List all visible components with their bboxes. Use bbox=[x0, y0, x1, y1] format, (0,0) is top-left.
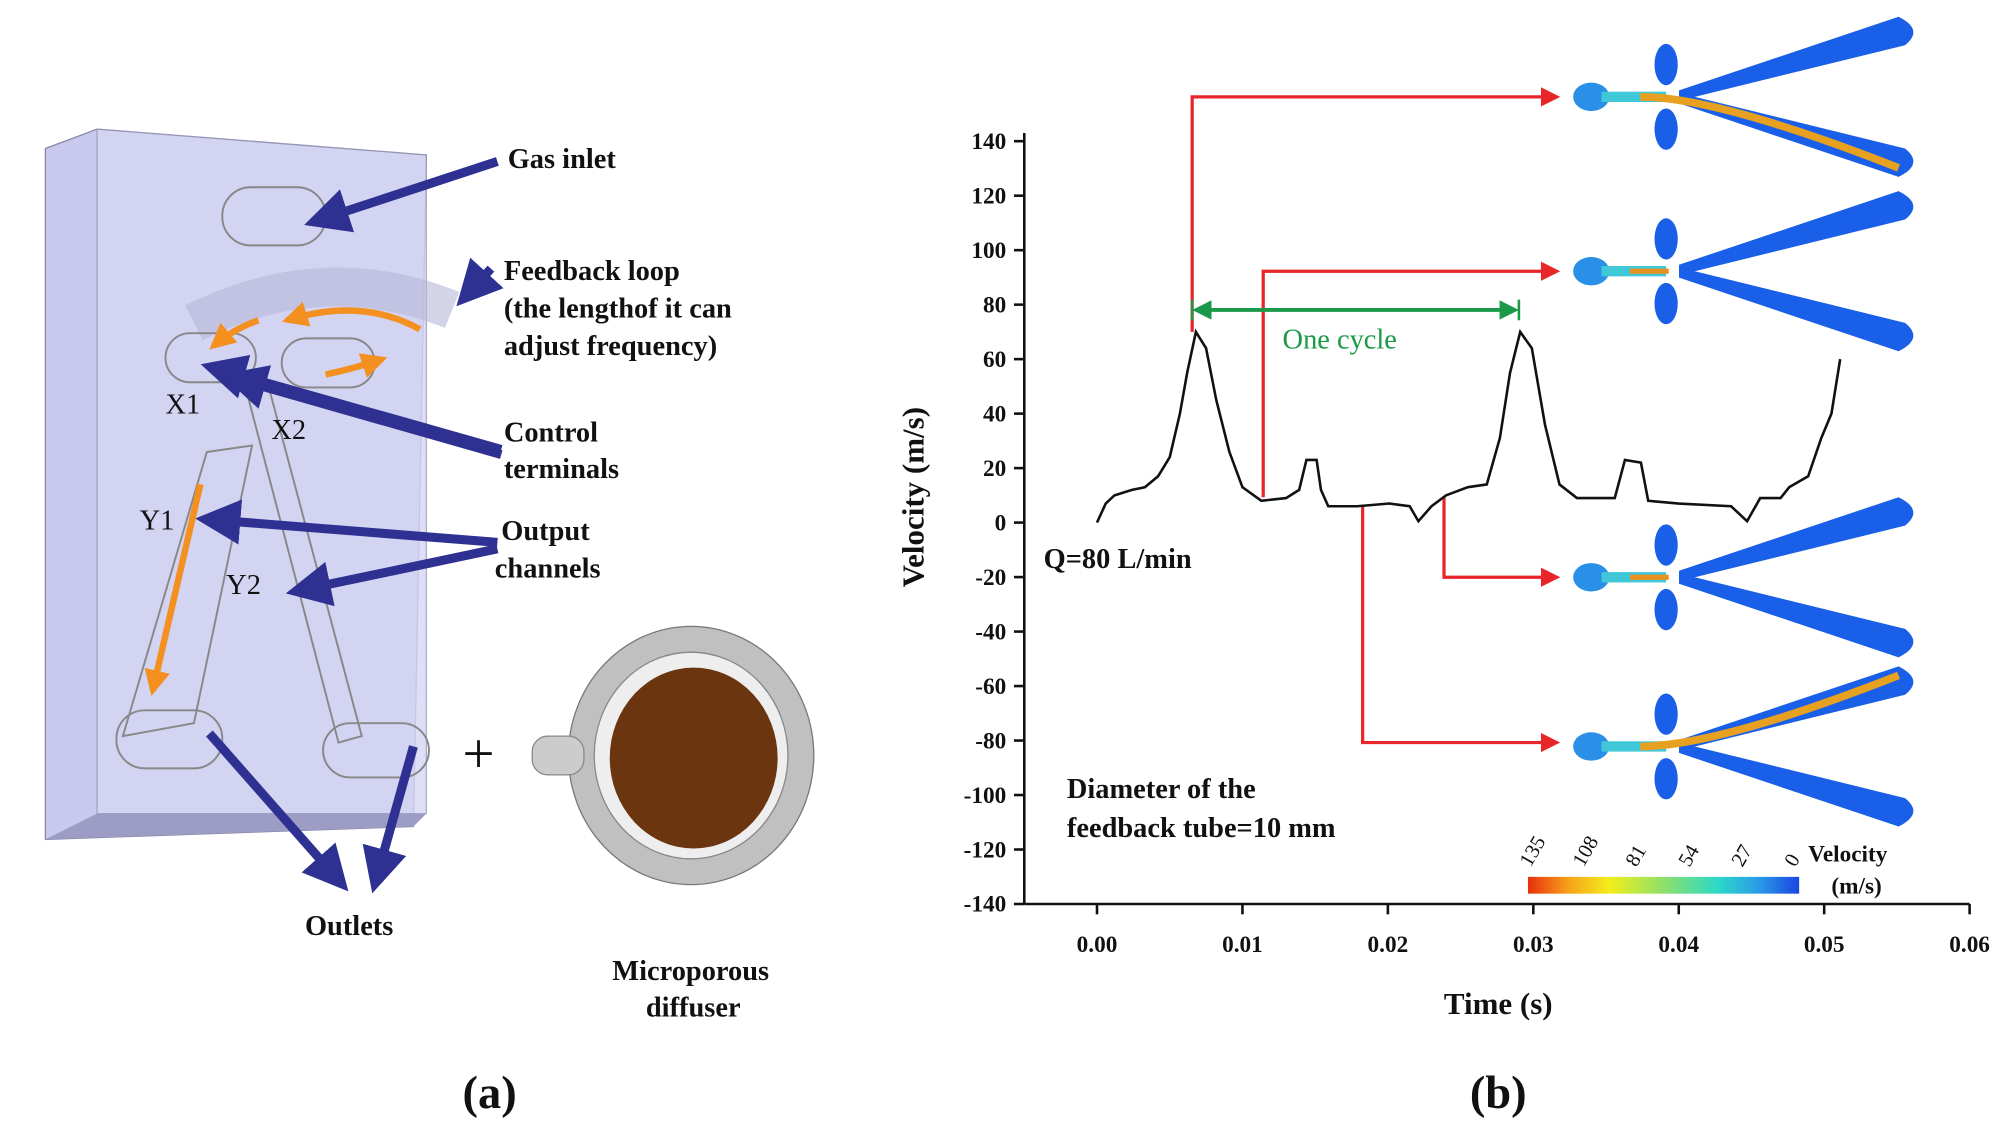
y-tick-label: 0 bbox=[995, 510, 1007, 536]
y-tick-label: 100 bbox=[971, 238, 1006, 264]
label: X2 bbox=[271, 415, 306, 446]
label: Y2 bbox=[226, 570, 261, 601]
label: Microporous bbox=[612, 956, 769, 987]
contour-lobe bbox=[1654, 43, 1678, 86]
colorbar-tick: 135 bbox=[1516, 833, 1551, 871]
colorbar-tick: 108 bbox=[1569, 833, 1604, 871]
x-tick-label: 0.05 bbox=[1804, 932, 1845, 958]
device-drawing bbox=[44, 128, 815, 894]
contour-inlet bbox=[1573, 563, 1610, 592]
contour-plots bbox=[1573, 16, 1914, 827]
contour-lobe bbox=[1654, 218, 1678, 260]
label: Outlets bbox=[305, 911, 393, 942]
contour-inlet bbox=[1573, 82, 1610, 112]
x-tick-label: 0.04 bbox=[1658, 932, 1699, 958]
y-tick-label: -140 bbox=[964, 892, 1007, 918]
x-tick-label: 0.00 bbox=[1077, 932, 1118, 958]
caption: (b) bbox=[1470, 1068, 1527, 1119]
label: adjust frequency) bbox=[504, 331, 717, 362]
contour-branch bbox=[1679, 267, 1914, 352]
contour-jet bbox=[1640, 671, 1901, 751]
label: Output bbox=[501, 516, 590, 547]
y-tick-label: -100 bbox=[964, 783, 1007, 809]
label: Gas inlet bbox=[508, 144, 617, 175]
x-tick-label: 0.01 bbox=[1222, 932, 1263, 958]
contour-jet bbox=[1629, 268, 1669, 274]
label: Y1 bbox=[140, 505, 175, 536]
y-tick-label: 140 bbox=[971, 129, 1006, 155]
colorbar-tick: 27 bbox=[1728, 841, 1757, 870]
label: (the lengthof it can bbox=[504, 294, 732, 325]
y-tick-label: -80 bbox=[975, 728, 1006, 754]
label: terminals bbox=[504, 454, 619, 485]
contour-nozzle bbox=[1601, 741, 1667, 752]
annotation: Q=80 L/min bbox=[1044, 544, 1192, 575]
y-tick-label: 20 bbox=[983, 456, 1006, 482]
y-tick-label: 120 bbox=[971, 183, 1006, 209]
y-tick-label: 60 bbox=[983, 347, 1006, 373]
annotation: One cycle bbox=[1283, 325, 1397, 356]
contour-jet bbox=[1629, 574, 1669, 580]
label: Control bbox=[504, 418, 598, 449]
contour-branch bbox=[1679, 16, 1914, 101]
annotation: Diameter of the bbox=[1067, 774, 1256, 805]
colorbar-tick: 81 bbox=[1622, 841, 1651, 870]
labels: Gas inlet Feedback loop (the lengthof it… bbox=[140, 144, 1888, 1119]
contour-lobe bbox=[1654, 282, 1678, 325]
colorbar-label: Velocity bbox=[1808, 841, 1888, 867]
colorbar-tick: 0 bbox=[1781, 850, 1805, 870]
contour-lobe bbox=[1654, 524, 1678, 566]
y-tick-label: -40 bbox=[975, 619, 1006, 645]
y-tick-label: -20 bbox=[975, 565, 1006, 591]
caption: (a) bbox=[463, 1068, 517, 1119]
y-tick-label: 40 bbox=[983, 401, 1006, 427]
data-line bbox=[1095, 328, 1842, 524]
label: channels bbox=[495, 553, 601, 584]
x-axis-label: Time (s) bbox=[1444, 986, 1553, 1021]
x-tick-label: 0.03 bbox=[1513, 932, 1554, 958]
contour-inlet bbox=[1573, 732, 1610, 761]
y-tick-label: -120 bbox=[964, 837, 1007, 863]
contour-lobe bbox=[1654, 693, 1678, 735]
contour-branch bbox=[1679, 742, 1914, 827]
contour-lobe bbox=[1654, 108, 1678, 150]
red-arrows bbox=[1190, 87, 1561, 753]
contour-inlet bbox=[1573, 256, 1610, 286]
x-tick-label: 0.06 bbox=[1949, 932, 1990, 958]
colorbar-tick: 54 bbox=[1675, 841, 1704, 870]
y-tick-label: 80 bbox=[983, 292, 1006, 318]
contour-jet bbox=[1640, 92, 1901, 172]
label: X1 bbox=[165, 389, 200, 420]
colorbar bbox=[1527, 876, 1800, 894]
label: diffuser bbox=[646, 992, 741, 1023]
contour-lobe bbox=[1654, 758, 1678, 800]
annotation: feedback tube=10 mm bbox=[1067, 813, 1336, 844]
contour-nozzle bbox=[1601, 91, 1667, 103]
x-tick-label: 0.02 bbox=[1368, 932, 1409, 958]
y-tick-label: -60 bbox=[975, 674, 1006, 700]
contour-branch bbox=[1679, 191, 1914, 276]
contour-lobe bbox=[1654, 588, 1678, 631]
y-axis-label: Velocity (m/s) bbox=[896, 407, 931, 587]
colorbar-label: (m/s) bbox=[1831, 874, 1881, 900]
contour-branch bbox=[1679, 573, 1914, 658]
contour-branch bbox=[1679, 497, 1914, 582]
label: Feedback loop bbox=[504, 256, 680, 287]
label: + bbox=[463, 722, 495, 785]
